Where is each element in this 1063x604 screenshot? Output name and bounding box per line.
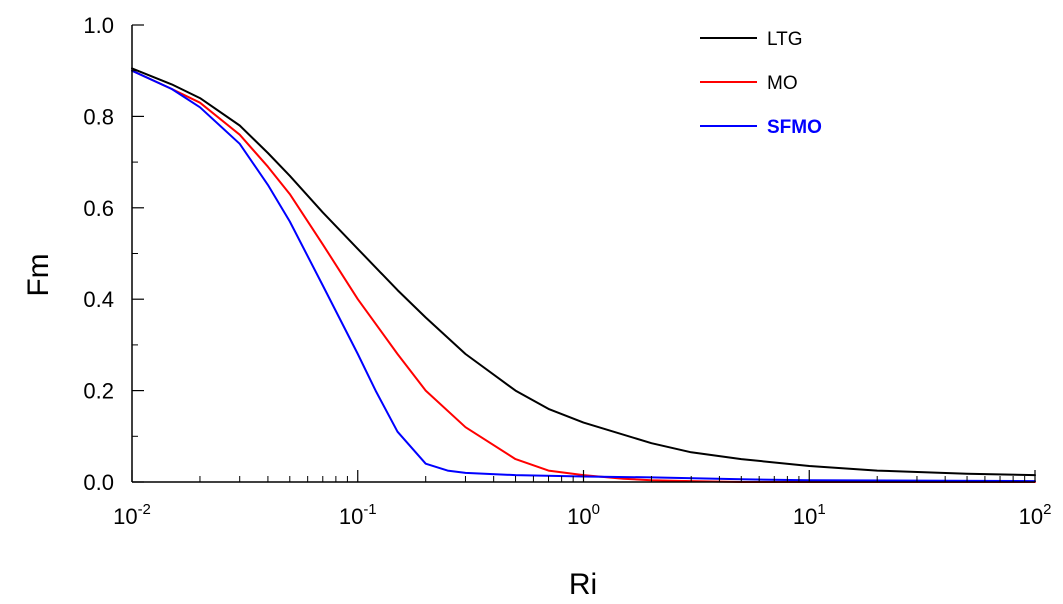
y-tick-label: 0.0 bbox=[83, 470, 114, 495]
axis-tick-labels: 0.0 0.2 0.4 0.6 0.8 1.0 10-2 10-1 100 101 102 bbox=[83, 13, 1051, 529]
y-tick-label: 0.6 bbox=[83, 196, 114, 221]
y-axis-title: Fm bbox=[22, 253, 55, 296]
y-tick-label: 0.8 bbox=[83, 104, 114, 129]
x-tick-label: 102 bbox=[1019, 501, 1052, 529]
legend-label-ltg: LTG bbox=[767, 29, 803, 50]
y-tick-label: 1.0 bbox=[83, 13, 114, 38]
series-line-sfmo bbox=[131, 69, 1036, 483]
plot-lines bbox=[131, 67, 1036, 483]
x-tick-label: 100 bbox=[567, 501, 600, 529]
axes bbox=[131, 25, 1035, 483]
series-line-ltg bbox=[131, 67, 1036, 477]
legend-label-sfmo: SFMO bbox=[767, 117, 822, 138]
x-tick-label: 10-1 bbox=[339, 501, 377, 529]
legend: LTG MO SFMO bbox=[700, 29, 822, 138]
y-tick-label: 0.2 bbox=[83, 379, 114, 404]
series-line-mo bbox=[131, 69, 1036, 483]
x-tick-label: 10-2 bbox=[113, 501, 151, 529]
y-tick-label: 0.4 bbox=[83, 287, 114, 312]
x-tick-label: 101 bbox=[793, 501, 826, 529]
axis-ticks bbox=[131, 24, 1036, 483]
legend-label-mo: MO bbox=[767, 73, 798, 94]
x-axis-title: Ri bbox=[569, 568, 597, 601]
